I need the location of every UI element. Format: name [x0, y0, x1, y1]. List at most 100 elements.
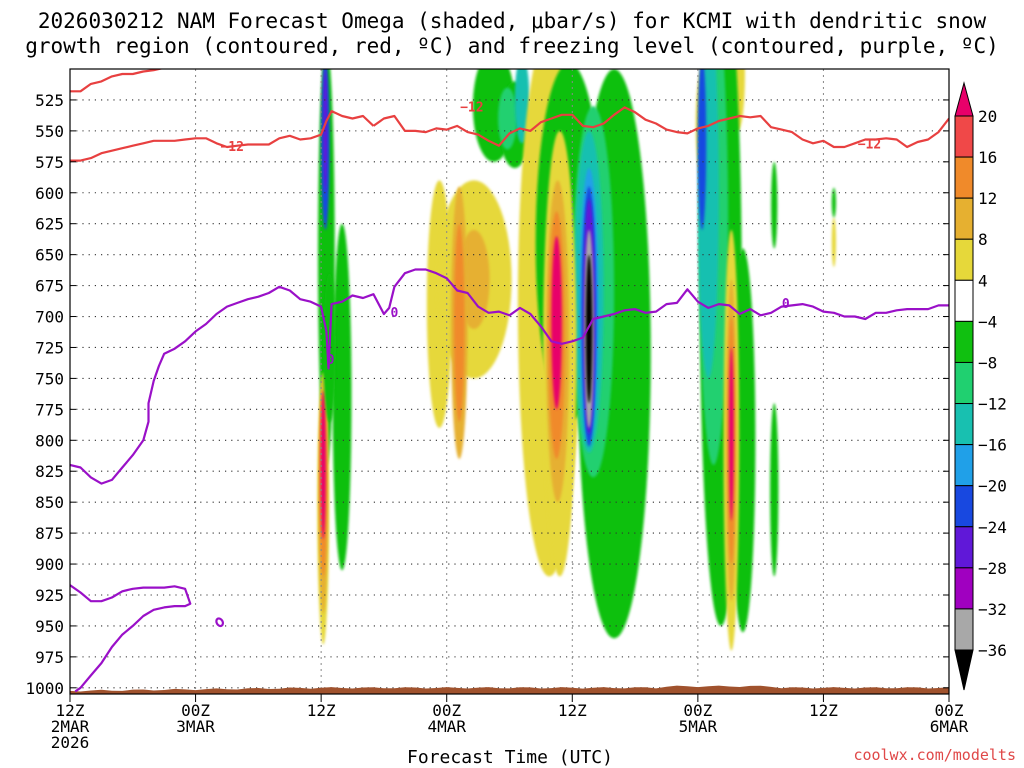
colorbar-bottom-arrow — [954, 649, 974, 691]
y-tick-label-675: 675 — [35, 277, 64, 296]
y-tick-label-750: 750 — [35, 369, 64, 388]
colorbar-label-7: −12 — [978, 395, 1007, 414]
contours — [70, 69, 949, 693]
y-tick-label-625: 625 — [35, 215, 64, 234]
terrain — [70, 685, 949, 694]
y-tick-label-775: 775 — [35, 400, 64, 419]
colorbar-label-3: 8 — [978, 230, 988, 249]
y-tick-label-825: 825 — [35, 462, 64, 481]
omega-shade-44 — [770, 403, 779, 577]
x-tick-label-60-0: 00Z — [683, 701, 712, 720]
y-tick-label-525: 525 — [35, 91, 64, 110]
x-tick-label-48-0: 12Z — [558, 701, 587, 720]
colorbar-segment-2 — [954, 156, 974, 199]
colorbar-label-9: −20 — [978, 477, 1007, 496]
x-tick-label-0-2: 2026 — [51, 733, 90, 752]
colorbar-segment-11 — [954, 526, 974, 569]
freezing-contour-label-1: 0 — [327, 353, 335, 368]
x-tick-label-12-1: 3MAR — [176, 717, 215, 736]
colorbar-label-12: −32 — [978, 600, 1007, 619]
colorbar-label-0: 20 — [978, 107, 997, 126]
y-tick-label-800: 800 — [35, 431, 64, 450]
x-tick-label-0-1: 2MAR — [51, 717, 90, 736]
grid-lines — [70, 69, 949, 694]
omega-shade-16 — [497, 87, 517, 150]
colorbar-segment-1 — [954, 115, 974, 158]
plot-area: −12 −12 −12 0 0 0 — [69, 68, 950, 695]
plot-frame — [69, 68, 950, 695]
y-tick-label-975: 975 — [35, 648, 64, 667]
omega-shade-27 — [585, 254, 593, 404]
colorbar-segment-10 — [954, 485, 974, 528]
y-tick-label-575: 575 — [35, 153, 64, 172]
x-tick-label-36-0: 00Z — [432, 701, 461, 720]
freezing-contour-label-0: 0 — [390, 306, 398, 321]
contour-freezing-small-loop — [215, 617, 225, 628]
y-tick-label-1000: 1000 — [25, 679, 64, 698]
x-axis-label: Forecast Time (UTC) — [407, 747, 613, 768]
x-tick-label-60-1: 5MAR — [679, 717, 718, 736]
colorbar-label-4: 4 — [978, 271, 988, 290]
x-tick-label-36-1: 4MAR — [427, 717, 466, 736]
x-tick-label-24-0: 12Z — [307, 701, 336, 720]
y-axis-ticks: 525 550 575 600 625 650 675 700 725 750 775 800 825 8… — [25, 91, 949, 698]
omega-shade-1 — [332, 223, 352, 571]
colorbar-segment-8 — [954, 403, 974, 446]
contour-freezing_0C_low — [70, 584, 192, 693]
x-tick-label-84-0: 00Z — [935, 701, 964, 720]
x-tick-label-12-0: 00Z — [181, 701, 210, 720]
y-tick-label-925: 925 — [35, 586, 64, 605]
y-tick-label-875: 875 — [35, 524, 64, 543]
y-tick-label-550: 550 — [35, 122, 64, 141]
omega-shade-42 — [729, 347, 734, 521]
chart-title-line-1: 2026030212 NAM Forecast Omega (shaded, μ… — [38, 9, 987, 33]
colorbar-label-13: −36 — [978, 641, 1007, 660]
y-tick-label-900: 900 — [35, 555, 64, 574]
watermark: coolwx.com/modelts — [853, 746, 1016, 764]
colorbar-segment-4 — [954, 238, 974, 281]
chart-title-line-2: growth region (contoured, red, ºC) and f… — [25, 34, 999, 58]
y-tick-label-700: 700 — [35, 308, 64, 327]
x-tick-label-84-1: 6MAR — [930, 717, 969, 736]
terrain-fill — [70, 685, 949, 694]
omega-shade-45 — [831, 217, 836, 268]
omega-shade-46 — [831, 187, 836, 218]
colorbar-segment-9 — [954, 444, 974, 487]
x-tick-label-72-0: 12Z — [809, 701, 838, 720]
colorbar-segment-7 — [954, 361, 974, 405]
omega-shade-43 — [771, 161, 778, 249]
colorbar-label-11: −28 — [978, 559, 1007, 578]
x-tick-label-0-0: 12Z — [56, 701, 85, 720]
y-tick-label-650: 650 — [35, 246, 64, 265]
y-tick-label-950: 950 — [35, 617, 64, 636]
omega-shade-37 — [697, 69, 707, 230]
colorbar-label-8: −16 — [978, 436, 1007, 455]
colorbar-label-5: −4 — [978, 312, 997, 331]
omega-shade-13 — [454, 223, 465, 422]
colorbar-segment-6 — [954, 320, 974, 363]
colorbar-top-arrow — [954, 81, 974, 117]
dgz-contour-label-0: −12 — [220, 140, 243, 155]
plot-background — [70, 69, 949, 694]
freezing-contour-label-2: 0 — [782, 297, 790, 312]
omega-shading — [317, 69, 836, 651]
y-tick-label-600: 600 — [35, 184, 64, 203]
colorbar-segment-12 — [954, 567, 974, 610]
colorbar-label-10: −24 — [978, 518, 1007, 537]
colorbar-segment-3 — [954, 197, 974, 240]
colorbar-label-1: 16 — [978, 148, 997, 167]
dgz-contour-label-2: −12 — [858, 137, 881, 152]
contour-dgz_-12C_mid — [372, 106, 949, 149]
colorbar-segment-13 — [954, 608, 974, 651]
colorbar-label-2: 12 — [978, 189, 997, 208]
contour-dgz_-12C_upper — [70, 69, 164, 93]
contour-freezing_0C_main — [70, 268, 949, 485]
colorbar: 20 16 12 8 4 −4 −8 −12 −16 −20 −24 −28 −32 −36 — [954, 81, 1007, 691]
colorbar-label-6: −8 — [978, 353, 997, 372]
contour-dgz_-12C_lower — [70, 109, 375, 162]
colorbar-segment-5 — [954, 279, 974, 322]
y-tick-label-850: 850 — [35, 493, 64, 512]
contour-labels: −12 −12 −12 0 0 0 — [220, 100, 881, 367]
